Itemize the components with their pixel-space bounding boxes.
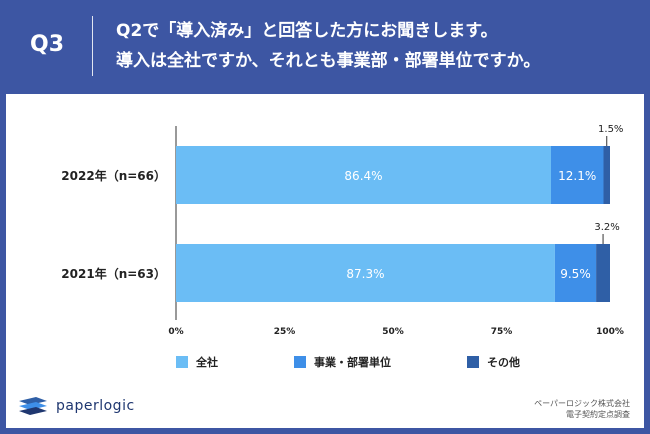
question-text-line1: Q2で「導入済み」と回答した方にお聞きします。: [116, 21, 498, 41]
chart-panel: 0% 25% 50% 75% 100% 2022年（n=66） 86.4% 12.1% 1.5%…: [6, 94, 644, 428]
bar-segment: [550, 146, 604, 204]
data-label: 86.4%: [344, 169, 382, 183]
bar-segment: [554, 244, 597, 302]
stacked-bar-chart: 0% 25% 50% 75% 100% 2022年（n=66） 86.4% 12.1% 1.5%…: [61, 124, 624, 337]
bar-segment: [603, 146, 610, 204]
legend: 全社 事業・部署単位 その他: [6, 352, 644, 372]
source-note: ペーパーロジック株式会社 電子契約定点調査: [534, 398, 630, 420]
legend-item-jigyobu: 事業・部署単位: [294, 352, 391, 372]
x-tick-label: 0%: [168, 327, 183, 337]
logo-text: paperlogic: [56, 398, 135, 414]
paperlogic-logo-icon: [19, 397, 47, 415]
data-label-callout: 3.2%: [594, 222, 619, 233]
data-label-callout: 1.5%: [598, 124, 623, 135]
legend-label-jigyobu: 事業・部署単位: [314, 356, 391, 369]
bar-segment: [176, 244, 555, 302]
source-survey: 電子契約定点調査: [566, 410, 630, 419]
x-tick-label: 50%: [382, 327, 404, 337]
legend-label-other: その他: [487, 356, 520, 369]
x-tick-label: 75%: [491, 327, 513, 337]
category-label: 2021年（n=63）: [61, 266, 166, 281]
legend-item-other: その他: [467, 352, 520, 372]
paperlogic-logo: paperlogic: [16, 394, 135, 418]
legend-swatch-other: [467, 356, 479, 368]
bar-segment: [596, 244, 610, 302]
header: Q3 Q2で「導入済み」と回答した方にお聞きします。 導入は全社ですか、それとも…: [0, 0, 650, 92]
question-text-line2: 導入は全社ですか、それとも事業部・部署単位ですか。: [116, 51, 541, 71]
legend-label-zensha: 全社: [196, 356, 218, 369]
data-label: 87.3%: [346, 267, 384, 281]
x-tick-label: 25%: [274, 327, 296, 337]
data-label: 9.5%: [560, 267, 591, 281]
category-label: 2022年（n=66）: [61, 168, 166, 183]
question-number: Q3: [30, 32, 65, 57]
legend-swatch-jigyobu: [294, 356, 306, 368]
legend-swatch-zensha: [176, 356, 188, 368]
x-tick-label: 100%: [596, 327, 624, 337]
header-divider: [92, 16, 93, 76]
bar-segment: [176, 146, 551, 204]
legend-item-zensha: 全社: [176, 352, 218, 372]
source-company: ペーパーロジック株式会社: [534, 399, 630, 408]
data-label: 12.1%: [558, 169, 596, 183]
